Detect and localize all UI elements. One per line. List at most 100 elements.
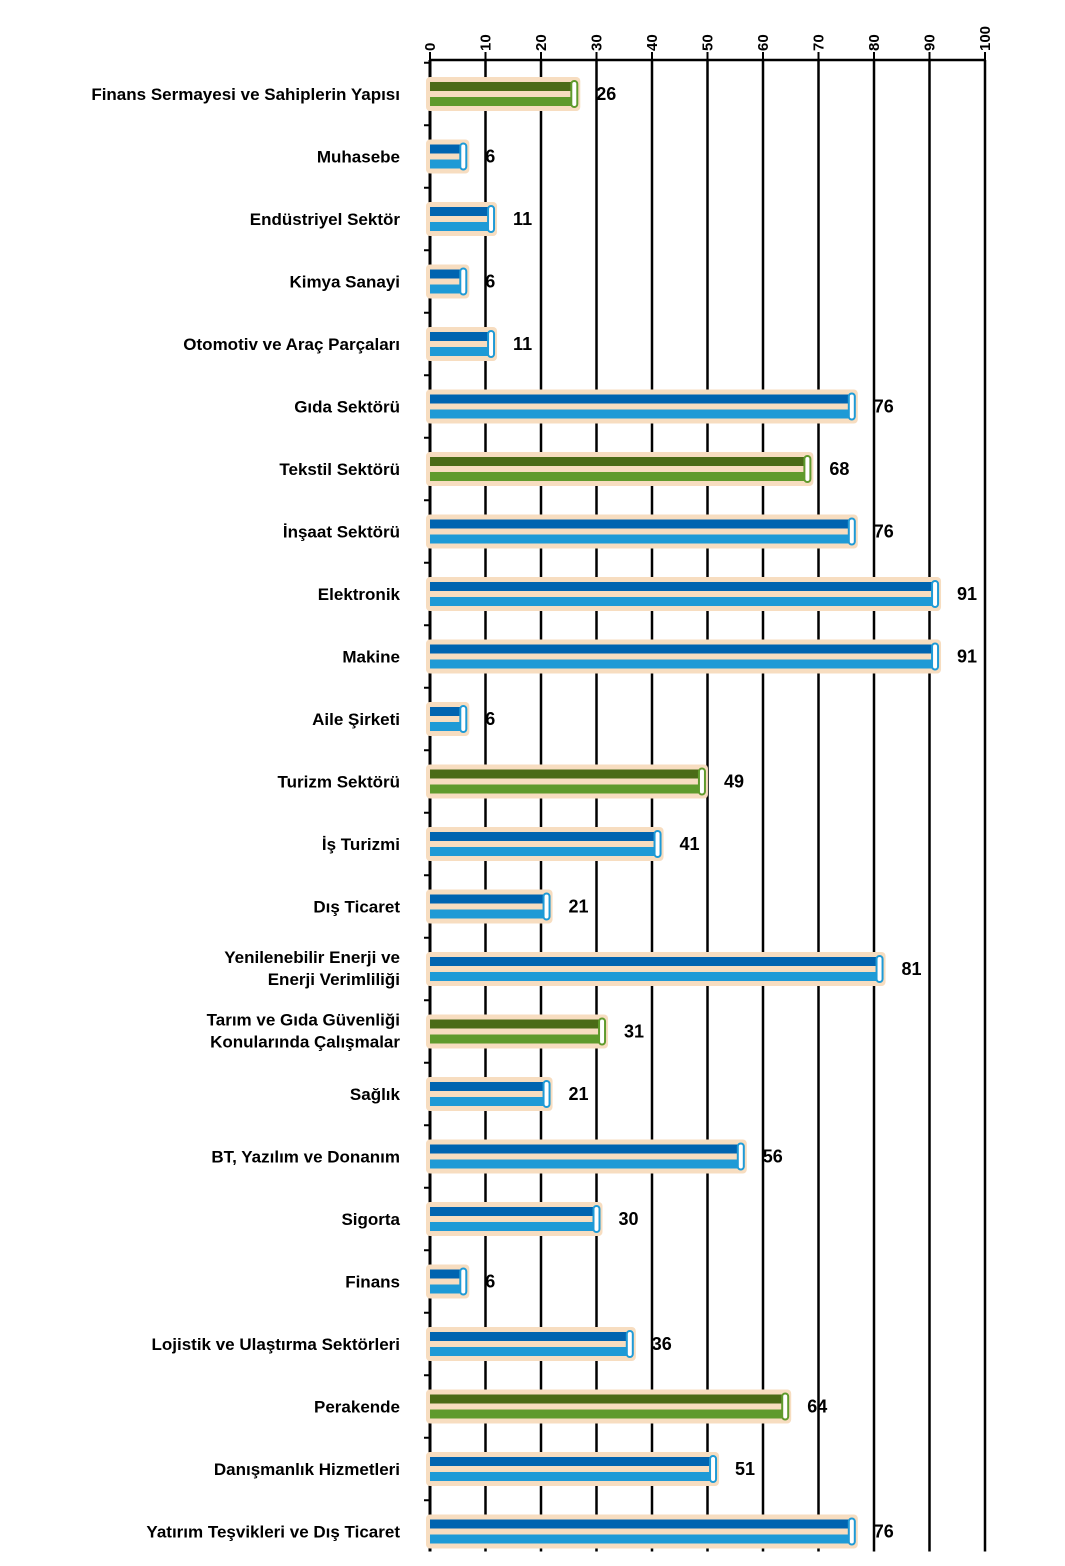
bar-end-cap: [459, 142, 468, 171]
value-label: 6: [485, 272, 495, 292]
value-label: 51: [735, 1459, 755, 1479]
bar: [426, 264, 470, 299]
value-label: 68: [829, 459, 849, 479]
bar: [426, 1014, 609, 1049]
x-tick-label: 20: [533, 34, 550, 51]
x-tick-label: 30: [589, 34, 606, 51]
bar-stripe-dark: [430, 894, 547, 904]
bar-stripe-dark: [430, 394, 852, 404]
bar-stripe-dark: [430, 1207, 597, 1216]
bar: [426, 514, 858, 549]
bar-stripe-light: [430, 409, 852, 419]
bar: [426, 327, 498, 361]
gridlines: [428, 58, 987, 1552]
bar-stripe-dark: [430, 1269, 464, 1279]
x-tick-label: 0: [422, 43, 439, 51]
value-label: 26: [596, 84, 616, 104]
value-label: 76: [874, 522, 894, 542]
category-label: Muhasebe: [317, 148, 400, 167]
bar: [426, 1327, 636, 1361]
x-tick-label: 50: [700, 34, 717, 51]
value-labels: 26 6 11 6 11 76 68 76 91 91 6 49 41 21 81 31 21 56 30 6 36 64…: [485, 84, 977, 1542]
bar-end-cap: [697, 767, 706, 796]
bar-stripe-dark: [430, 1457, 714, 1466]
category-label: Finans Sermayesi ve Sahiplerin Yapısı: [91, 85, 400, 104]
value-label: 11: [513, 209, 532, 229]
bar-end-cap: [709, 1455, 718, 1483]
bar-end-cap: [598, 1017, 607, 1046]
category-label: Sigorta: [341, 1210, 400, 1229]
value-label: 91: [957, 584, 977, 604]
category-label: Makine: [342, 648, 400, 667]
x-tick-label: 100: [977, 26, 994, 51]
bar: [426, 452, 814, 486]
bar-stripe-dark: [430, 582, 936, 591]
bar-stripe-dark: [430, 1332, 630, 1341]
value-label: 91: [957, 647, 977, 667]
bar-stripe-light: [430, 347, 492, 356]
bar-stripe-light: [430, 659, 936, 669]
x-tick-label: 60: [755, 34, 772, 51]
category-label: Lojistik ve Ulaştırma Sektörleri: [152, 1335, 401, 1354]
bar-stripe-light: [430, 1159, 741, 1169]
bar: [426, 702, 470, 736]
category-label: BT, Yazılım ve Donanım: [211, 1148, 400, 1167]
category-label: Yatırım Teşvikleri ve Dış Ticaret: [146, 1523, 400, 1542]
bar-stripe-dark: [430, 457, 808, 466]
bar-stripe-light: [430, 722, 464, 731]
bar-stripe-dark: [430, 957, 880, 966]
value-label: 31: [624, 1022, 644, 1042]
bar-stripe-dark: [430, 1082, 547, 1091]
bar-stripe-dark: [430, 144, 464, 154]
value-label: 56: [763, 1147, 783, 1167]
category-label: Otomotiv ve Araç Parçaları: [183, 335, 400, 354]
bar-end-cap: [931, 642, 940, 671]
value-label: 76: [874, 397, 894, 417]
bar: [426, 1389, 792, 1424]
bar-stripe-dark: [430, 644, 936, 654]
value-label: 21: [569, 897, 589, 917]
bar-end-cap: [570, 80, 579, 108]
category-label: Tarım ve Gıda Güvenliği Konularında Çalış…: [207, 1011, 401, 1052]
bar-stripe-light: [430, 1347, 630, 1356]
bar-stripe-light: [430, 847, 658, 856]
category-label: İş Turizmi: [322, 835, 400, 854]
bar-end-cap: [459, 705, 468, 733]
category-label: Aile Şirketi: [312, 710, 400, 729]
category-label: İnşaat Sektörü: [283, 523, 400, 542]
bar-stripe-dark: [430, 82, 575, 91]
bar: [426, 1077, 553, 1111]
bar-stripe-dark: [430, 519, 852, 529]
bar: [426, 202, 498, 236]
category-labels: Finans Sermayesi ve Sahiplerin Yapısı Muh…: [91, 85, 400, 1542]
bar-stripe-light: [430, 1097, 547, 1106]
x-tick-label: 80: [866, 34, 883, 51]
bar-end-cap: [875, 955, 884, 983]
bar-stripe-light: [430, 1222, 597, 1231]
category-label: Turizm Sektörü: [278, 773, 400, 792]
category-label: Danışmanlık Hizmetleri: [214, 1460, 400, 1479]
bar: [426, 77, 581, 111]
bar-stripe-light: [430, 909, 547, 919]
bar-end-cap: [487, 330, 496, 358]
bar-end-cap: [459, 267, 468, 296]
bar: [426, 139, 470, 174]
bar-stripe-light: [430, 1284, 464, 1294]
bar: [426, 764, 708, 799]
bar-end-cap: [847, 392, 856, 421]
bar-end-cap: [803, 455, 812, 483]
bar: [426, 577, 942, 611]
bar-stripe-dark: [430, 769, 702, 779]
bar-end-cap: [625, 1330, 634, 1358]
value-label: 6: [485, 1272, 495, 1292]
x-tick-label: 10: [478, 34, 495, 51]
bar-stripe-light: [430, 534, 852, 544]
bar-stripe-dark: [430, 1394, 786, 1404]
category-label: Elektronik: [318, 585, 401, 604]
bar: [426, 1452, 720, 1486]
bar-end-cap: [653, 830, 662, 858]
bar-stripe-dark: [430, 1019, 603, 1029]
value-label: 76: [874, 1522, 894, 1542]
category-label: Dış Ticaret: [313, 898, 400, 917]
